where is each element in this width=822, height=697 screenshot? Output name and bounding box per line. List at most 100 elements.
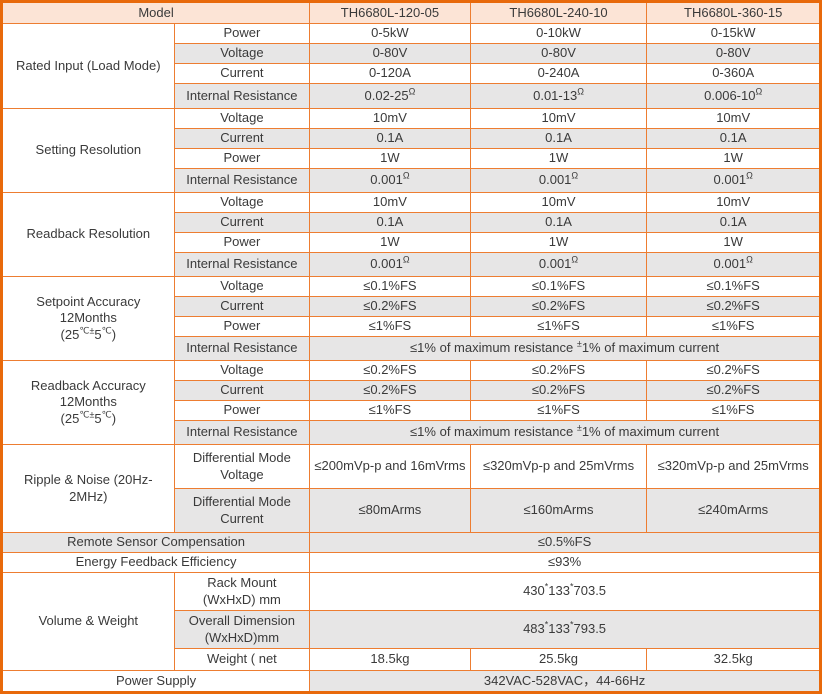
resistance-value: 0.001 (538, 172, 572, 188)
param-cell: Rack Mount (WxHxD) mm (173, 572, 311, 611)
label-cell-power-supply: Power Supply (0, 670, 311, 693)
param-cell: Current (173, 63, 311, 84)
param-cell: Internal Resistance (173, 83, 311, 109)
table-row: Internal Resistance 0.001Ω 0.001Ω 0.001Ω (2, 252, 821, 277)
value-cell: 0-240A (469, 63, 648, 84)
value-cell: ≤0.2%FS (646, 296, 821, 317)
value-cell: 0.001Ω (646, 252, 821, 277)
category-cell-readback-accuracy: Readback Accuracy 12Months (25℃±5℃) (1, 360, 175, 445)
plusminus-superscript: ± (576, 339, 582, 350)
param-cell: Internal Resistance (173, 252, 311, 277)
table-row: Setpoint Accuracy 12Months (25℃±5℃) Volt… (1, 276, 821, 361)
temp-superscript: ℃± (79, 325, 95, 336)
category-cell-setting-resolution: Setting Resolution (1, 108, 175, 193)
value-cell: ≤200mVp-p and 16mVrms (309, 444, 471, 489)
category-line: 12Months (59, 394, 117, 410)
value-cell: 10mV (646, 192, 821, 213)
value-cell: 0.001Ω (309, 252, 471, 277)
temp-superscript: ℃ (101, 325, 112, 336)
spanned-value-cell: ≤1% of maximum resistance ±1% of maximum… (309, 336, 821, 361)
table-row: Current 0-120A 0-240A 0-360A (2, 63, 821, 84)
asterisk-superscript: * (544, 620, 549, 631)
value-cell: ≤0.2%FS (646, 380, 821, 401)
param-cell: Voltage (173, 276, 311, 297)
value-cell: 1W (309, 232, 471, 253)
value-cell: 10mV (469, 108, 648, 129)
value-cell: 0-5kW (309, 23, 471, 44)
table-row: Rated Input (Load Mode) Power 0-5kW 0-10… (1, 23, 821, 109)
param-cell: Power (173, 148, 311, 169)
table-row: Overall Dimension (WxHxD)mm 483*133*793.… (2, 610, 821, 649)
table-row: Readback Resolution Voltage 10mV 10mV 10… (1, 192, 821, 277)
table-row: Voltage 0-80V 0-80V 0-80V (2, 43, 821, 64)
spanned-value-cell: 430*133*703.5 (309, 572, 821, 611)
resistance-value: 0.001 (370, 172, 403, 188)
value-cell: 0-80V (309, 43, 471, 64)
value-cell: ≤0.2%FS (309, 380, 471, 401)
ohm-superscript: Ω (408, 86, 416, 97)
value-cell: ≤80mArms (309, 488, 471, 533)
value-cell: 0-120A (309, 63, 471, 84)
value-cell: ≤0.2%FS (309, 360, 471, 381)
param-cell: Internal Resistance (173, 336, 311, 361)
category-cell-readback-resolution: Readback Resolution (1, 192, 175, 277)
value-cell: 0.02-25Ω (309, 83, 471, 109)
value-cell: 25.5kg (469, 648, 648, 671)
category-cell-rated-input: Rated Input (Load Mode) (1, 23, 175, 109)
spanned-value-cell: ≤93% (309, 552, 821, 573)
ohm-superscript: Ω (571, 255, 579, 266)
resistance-value: 0.01-13 (533, 87, 578, 103)
value-cell: ≤320mVp-p and 25mVrms (646, 444, 821, 489)
category-cell-ripple-noise: Ripple & Noise (20Hz-2MHz) (1, 444, 175, 533)
category-line: Setpoint Accuracy (36, 294, 141, 310)
category-line: 12Months (59, 310, 117, 326)
param-cell: Voltage (173, 43, 311, 64)
value-cell: 1W (469, 148, 648, 169)
category-cell-volume-weight: Volume & Weight (1, 572, 175, 671)
table-row: Energy Feedback Efficiency ≤93% (0, 552, 821, 573)
value-cell: ≤0.2%FS (646, 360, 821, 381)
ohm-superscript: Ω (402, 171, 410, 182)
table-row: Differential Mode Current ≤80mArms ≤160m… (2, 488, 821, 533)
table-row: Volume & Weight Rack Mount (WxHxD) mm 43… (1, 572, 821, 671)
value-cell: ≤1%FS (646, 316, 821, 337)
model-name-cell: TH6680L-240-10 (469, 1, 648, 24)
ohm-superscript: Ω (746, 171, 753, 182)
ohm-superscript: Ω (755, 86, 763, 97)
param-cell: Differential Mode Current (173, 488, 311, 533)
value-cell: ≤0.2%FS (309, 296, 471, 317)
param-cell: Internal Resistance (173, 420, 311, 445)
value-cell: 0.1A (469, 128, 648, 149)
table-row: Setting Resolution Voltage 10mV 10mV 10m… (1, 108, 821, 193)
value-cell: ≤1%FS (469, 400, 648, 421)
resistance-value: 0.02-25 (364, 87, 409, 103)
asterisk-superscript: * (569, 582, 574, 593)
table-row: Power ≤1%FS ≤1%FS ≤1%FS (2, 316, 821, 337)
asterisk-superscript: * (544, 582, 549, 593)
param-cell: Voltage (173, 192, 311, 213)
plusminus-superscript: ± (576, 423, 582, 434)
resistance-value: 0.001 (713, 256, 747, 272)
value-cell: ≤0.1%FS (646, 276, 821, 297)
spanned-value-cell: 483*133*793.5 (309, 610, 821, 649)
value-cell: 1W (646, 148, 821, 169)
ohm-superscript: Ω (402, 255, 410, 266)
table-row: Internal Resistance ≤1% of maximum resis… (2, 336, 821, 361)
param-cell: Overall Dimension (WxHxD)mm (173, 610, 311, 649)
ohm-superscript: Ω (577, 86, 584, 97)
value-cell: ≤0.2%FS (469, 296, 648, 317)
value-cell: 0.1A (309, 128, 471, 149)
value-cell: 1W (309, 148, 471, 169)
model-header-cell: Model (0, 1, 311, 24)
value-cell: 0-80V (646, 43, 821, 64)
param-cell: Current (173, 380, 311, 401)
resistance-value: 0.001 (713, 172, 747, 188)
value-cell: ≤1%FS (309, 316, 471, 337)
value-cell: ≤160mArms (469, 488, 648, 533)
category-cell-setpoint-accuracy: Setpoint Accuracy 12Months (25℃±5℃) (1, 276, 175, 361)
param-cell: Power (173, 23, 311, 44)
resistance-value: 0.001 (370, 256, 403, 272)
value-cell: ≤0.2%FS (469, 380, 648, 401)
value-cell: ≤1%FS (309, 400, 471, 421)
